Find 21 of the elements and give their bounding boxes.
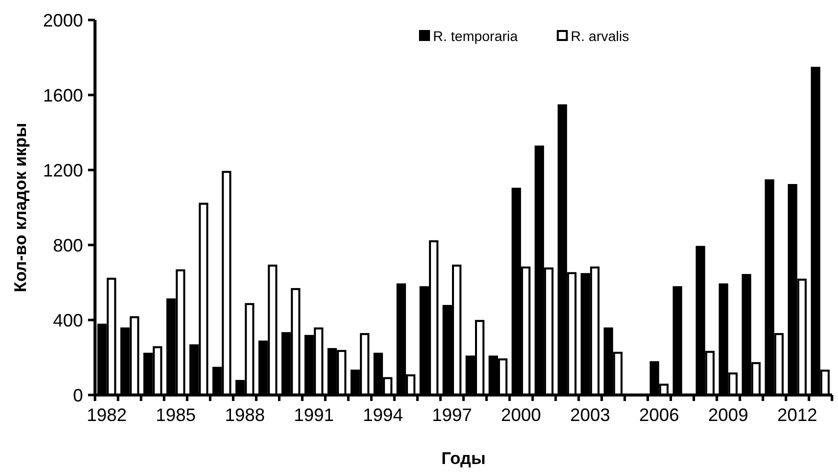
x-tick-label: 1988 bbox=[224, 405, 265, 425]
x-tick-label: 1991 bbox=[294, 405, 334, 425]
y-tick-label: 400 bbox=[52, 310, 83, 330]
legend-label: R. arvalis bbox=[570, 28, 630, 44]
y-tick-label: 1600 bbox=[42, 85, 83, 106]
y-tick-label: 0 bbox=[72, 385, 83, 406]
x-tick-label: 1997 bbox=[432, 405, 472, 425]
x-axis-title: Годы bbox=[441, 449, 486, 468]
x-tick-label: 1982 bbox=[86, 405, 127, 425]
y-tick-label: 800 bbox=[52, 235, 83, 256]
x-tick-label: 2009 bbox=[708, 405, 748, 425]
x-tick-label: 2000 bbox=[501, 405, 542, 425]
x-tick-label: 1994 bbox=[362, 405, 403, 425]
y-tick-label: 2000 bbox=[42, 10, 83, 30]
x-tick-label: 2003 bbox=[570, 405, 610, 425]
x-tick-label: 2006 bbox=[639, 405, 680, 425]
x-tick-label: 1985 bbox=[156, 405, 196, 425]
y-tick-label: 1200 bbox=[42, 160, 83, 180]
legend-label: R. temporaria bbox=[433, 28, 518, 44]
x-tick-label: 2012 bbox=[777, 405, 818, 425]
y-axis-title: Кол-во кладок икры bbox=[11, 122, 30, 292]
